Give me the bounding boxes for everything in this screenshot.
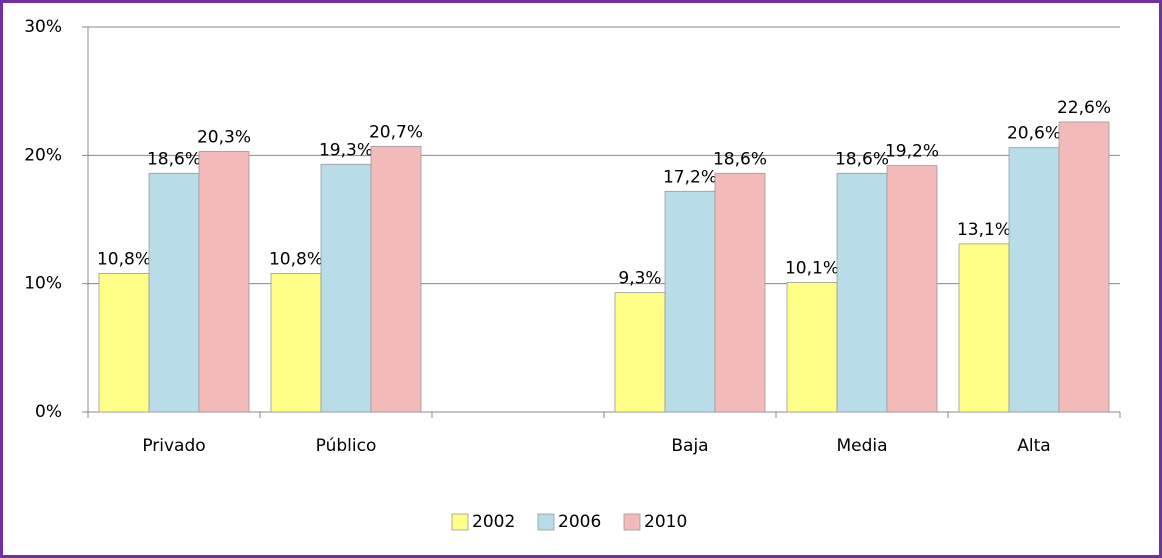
bar	[198, 151, 250, 413]
data-label: 19,3%	[319, 140, 373, 160]
data-label: 20,3%	[197, 127, 251, 147]
legend-label: 2002	[472, 512, 515, 532]
x-tick-label: Alta	[1017, 436, 1050, 456]
legend-label: 2006	[558, 512, 601, 532]
x-tick-label: Media	[836, 436, 887, 456]
bar	[148, 172, 200, 413]
data-label: 19,2%	[885, 142, 939, 162]
bar	[1008, 147, 1060, 413]
bar	[886, 165, 938, 413]
bar	[320, 163, 372, 413]
legend-swatch	[537, 513, 555, 531]
data-label: 17,2%	[663, 167, 717, 187]
data-label: 10,8%	[97, 249, 151, 269]
data-label: 9,3%	[618, 269, 661, 289]
data-label: 18,6%	[147, 149, 201, 169]
data-label: 18,6%	[835, 149, 889, 169]
data-label: 18,6%	[713, 149, 767, 169]
bar	[786, 281, 838, 413]
x-tick-label: Privado	[142, 436, 205, 456]
bar	[958, 243, 1010, 413]
legend-label: 2010	[644, 512, 687, 532]
x-tick-label: Público	[316, 436, 377, 456]
legend-swatch	[623, 513, 641, 531]
data-label: 20,6%	[1007, 124, 1061, 144]
legend-swatch	[451, 513, 469, 531]
bar	[1058, 121, 1110, 413]
y-tick-label: 30%	[24, 17, 62, 37]
bar	[370, 145, 422, 413]
y-tick-label: 20%	[24, 145, 62, 165]
data-label: 22,6%	[1057, 98, 1111, 118]
bar	[836, 172, 888, 413]
data-label: 13,1%	[957, 220, 1011, 240]
bar	[664, 190, 716, 413]
data-label: 20,7%	[369, 122, 423, 142]
y-tick-label: 10%	[24, 274, 62, 294]
bar	[614, 292, 666, 413]
bar	[714, 172, 766, 413]
data-label: 10,8%	[269, 249, 323, 269]
bar	[270, 272, 322, 413]
x-tick-label: Baja	[671, 436, 708, 456]
data-label: 10,1%	[785, 258, 839, 278]
bar	[98, 272, 150, 413]
y-tick-label: 0%	[35, 402, 62, 422]
